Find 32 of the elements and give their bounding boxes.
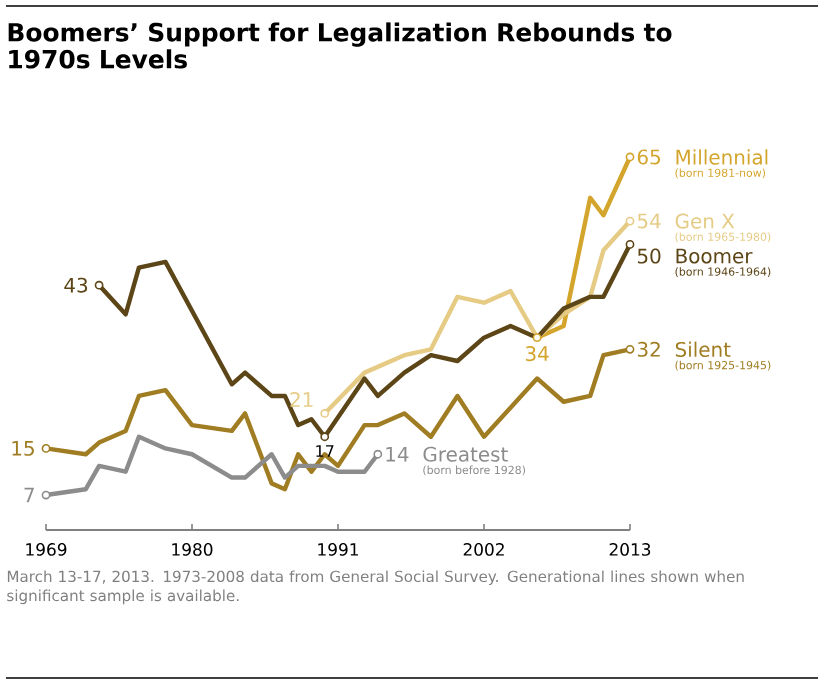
x-tick-label: 2002 xyxy=(463,543,504,556)
x-tick-label: 1991 xyxy=(318,543,358,556)
data-label: 7 xyxy=(24,487,34,503)
point xyxy=(320,432,330,442)
point xyxy=(373,449,383,459)
point xyxy=(320,409,330,418)
text: Silent xyxy=(675,341,731,358)
data-label: 32 xyxy=(637,341,660,357)
point xyxy=(532,333,542,343)
point xyxy=(41,444,51,453)
text: Gen X xyxy=(675,213,735,229)
x-tick-label: 1980 xyxy=(172,543,213,556)
point xyxy=(625,240,635,249)
data-label: 15 xyxy=(12,440,34,456)
point xyxy=(625,344,635,354)
x-tick-label: 1969 xyxy=(26,543,67,556)
data-label: 65 xyxy=(637,149,661,165)
text: Millennial xyxy=(676,149,768,165)
data-label: 54 xyxy=(637,213,661,229)
data-label: 14 xyxy=(386,446,409,462)
chart-title: Boomers’ Support for Legalization Rebounds to 1970s Levels xyxy=(8,22,672,69)
text: Greatest xyxy=(423,446,508,462)
point xyxy=(94,280,104,290)
point xyxy=(41,490,51,500)
point xyxy=(625,216,635,226)
text: Boomer xyxy=(676,248,753,264)
x-tick-label: 2013 xyxy=(609,543,651,556)
point xyxy=(625,152,635,162)
data-label: 50 xyxy=(637,248,661,264)
data-label: 43 xyxy=(64,277,88,293)
data-label: 21 xyxy=(290,392,313,407)
data-label: 34 xyxy=(525,346,549,362)
